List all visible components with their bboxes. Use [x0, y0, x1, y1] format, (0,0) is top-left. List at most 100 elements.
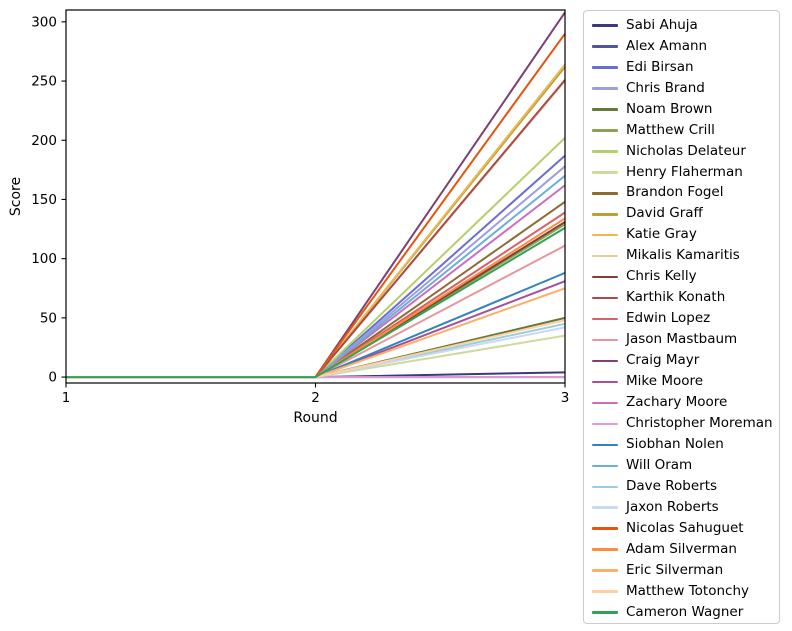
legend-line-swatch-icon	[592, 275, 618, 279]
series-line	[66, 137, 566, 379]
legend-label: Edi Birsan	[626, 58, 694, 75]
legend-item: Katie Gray	[592, 225, 779, 246]
series-line	[66, 280, 566, 379]
legend-line-swatch-icon	[592, 485, 618, 489]
legend-label: Karthik Konath	[626, 289, 726, 306]
legend-label: Chris Kelly	[626, 268, 697, 285]
legend-line-swatch-icon	[592, 87, 618, 90]
legend-line-swatch-icon	[592, 611, 618, 614]
legend-item: Edi Birsan	[592, 57, 779, 78]
legend-item: Siobhan Nolen	[592, 434, 779, 455]
legend-label: Adam Silverman	[626, 540, 737, 557]
y-tick-label: 50	[40, 310, 57, 326]
legend-item: Nicolas Sahuguet	[592, 518, 779, 539]
legend-label: Nicolas Sahuguet	[626, 519, 744, 536]
y-tick-label: 300	[31, 14, 57, 30]
legend-label: Will Oram	[626, 457, 693, 474]
series-line	[66, 223, 566, 379]
legend-label: Mikalis Kamaritis	[626, 247, 740, 264]
legend-item: Dave Roberts	[592, 476, 779, 497]
legend-item: Eric Silverman	[592, 560, 779, 581]
axes-spines	[65, 9, 566, 384]
legend-line-swatch-icon	[592, 212, 618, 216]
series-line	[66, 174, 566, 379]
legend-label: Jason Mastbaum	[626, 331, 738, 348]
legend-label: Sabi Ahuja	[626, 16, 698, 33]
legend-label: Chris Brand	[626, 79, 705, 96]
y-tick-label: 100	[31, 251, 57, 267]
legend-line-swatch-icon	[592, 317, 618, 321]
series-line	[66, 201, 566, 379]
legend-item: Karthik Konath	[592, 288, 779, 309]
legend-item: Matthew Totonchy	[592, 581, 779, 602]
legend-line-swatch-icon	[592, 170, 618, 174]
legend-line-swatch-icon	[592, 191, 618, 195]
legend-line-swatch-icon	[592, 527, 618, 531]
legend-line-swatch-icon	[592, 45, 618, 48]
legend-label: Christopher Moreman	[626, 415, 773, 432]
legend-line-swatch-icon	[592, 506, 618, 510]
legend: Sabi Ahuja Alex Amann Edi Birsan Chris Bran…	[583, 10, 780, 624]
legend-line-swatch-icon	[592, 233, 618, 237]
legend-label: Edwin Lopez	[626, 310, 711, 327]
legend-item: Cameron Wagner	[592, 602, 779, 623]
legend-line-swatch-icon	[592, 296, 618, 300]
x-axis-label: Round	[293, 410, 337, 426]
legend-line-swatch-icon	[592, 590, 618, 593]
series-line	[66, 11, 566, 379]
legend-line-swatch-icon	[592, 150, 618, 153]
legend-label: Henry Flaherman	[626, 163, 743, 180]
legend-item: Will Oram	[592, 455, 779, 476]
legend-label: Cameron Wagner	[626, 603, 744, 620]
legend-line-swatch-icon	[592, 338, 618, 342]
legend-label: Katie Gray	[626, 226, 697, 243]
series-line	[66, 227, 566, 379]
y-tick-label: 200	[31, 133, 57, 149]
legend-item: Chris Brand	[592, 78, 779, 99]
legend-item: Mikalis Kamaritis	[592, 246, 779, 267]
legend-item: Adam Silverman	[592, 539, 779, 560]
legend-item: Noam Brown	[592, 99, 779, 120]
legend-item: Edwin Lopez	[592, 309, 779, 330]
legend-label: Siobhan Nolen	[626, 436, 724, 453]
x-tick-label: 2	[311, 390, 320, 406]
legend-label: Alex Amann	[626, 37, 708, 54]
y-tick-label: 250	[31, 74, 57, 90]
legend-label: Eric Silverman	[626, 561, 724, 578]
legend-item: Christopher Moreman	[592, 413, 779, 434]
legend-item: Alex Amann	[592, 36, 779, 57]
legend-label: Jaxon Roberts	[626, 499, 719, 516]
legend-label: Dave Roberts	[626, 478, 718, 495]
legend-item: Craig Mayr	[592, 351, 779, 372]
legend-item: Jason Mastbaum	[592, 330, 779, 351]
legend-line-swatch-icon	[592, 254, 618, 258]
legend-label: Nicholas Delateur	[626, 142, 746, 159]
legend-line-swatch-icon	[592, 443, 618, 447]
legend-label: Mike Moore	[626, 373, 704, 390]
legend-line-swatch-icon	[592, 129, 618, 132]
legend-line-swatch-icon	[592, 108, 618, 111]
legend-line-swatch-icon	[592, 548, 618, 551]
legend-item: David Graff	[592, 204, 779, 225]
legend-label: Craig Mayr	[626, 352, 700, 369]
series-line	[66, 33, 566, 379]
legend-label: Zachary Moore	[626, 394, 728, 411]
legend-item: Henry Flaherman	[592, 162, 779, 183]
y-tick-label: 0	[48, 370, 57, 386]
legend-item: Brandon Fogel	[592, 183, 779, 204]
legend-label: David Graff	[626, 205, 703, 222]
legend-line-swatch-icon	[592, 464, 618, 468]
legend-item: Mike Moore	[592, 371, 779, 392]
legend-label: Matthew Totonchy	[626, 582, 749, 599]
y-axis-label: Score	[8, 177, 24, 216]
legend-line-swatch-icon	[592, 380, 618, 384]
legend-item: Matthew Crill	[592, 120, 779, 141]
x-tick-label: 3	[561, 390, 570, 406]
legend-line-swatch-icon	[592, 24, 618, 27]
legend-line-swatch-icon	[592, 66, 618, 69]
series-line	[66, 221, 566, 379]
legend-item: Chris Kelly	[592, 267, 779, 288]
series-line	[66, 287, 566, 379]
